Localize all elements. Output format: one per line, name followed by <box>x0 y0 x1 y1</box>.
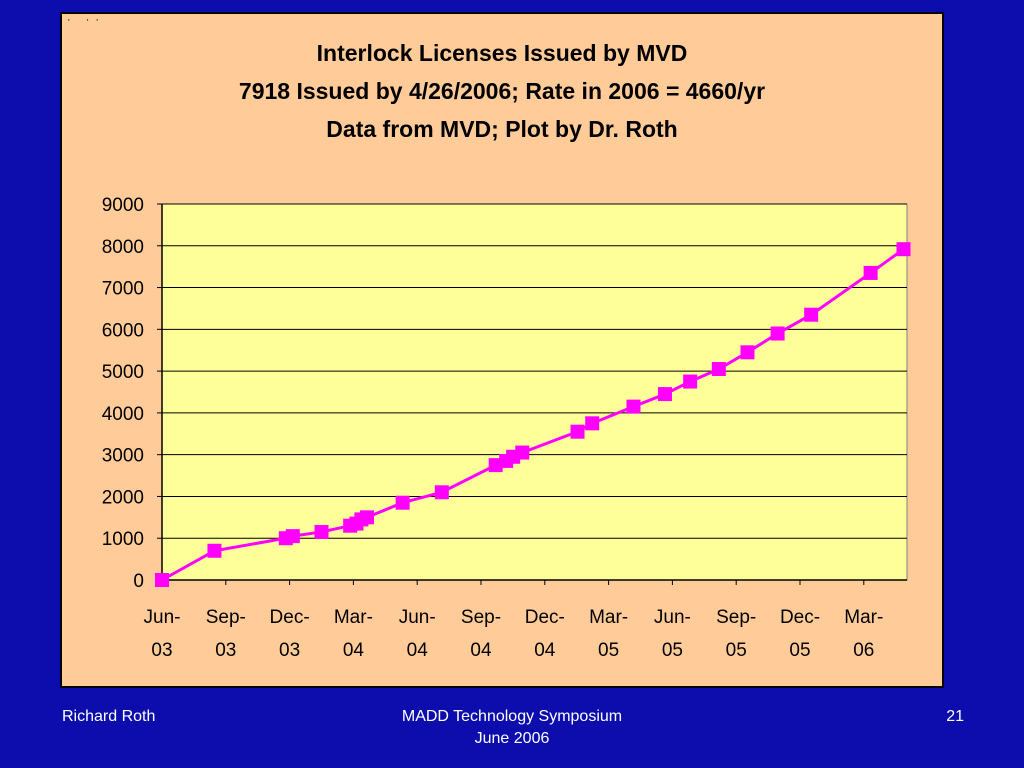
slide-number: 21 <box>946 708 964 725</box>
y-tick-label: 5000 <box>102 362 144 383</box>
y-tick-label: 0 <box>133 571 144 592</box>
data-point <box>314 524 329 539</box>
data-point <box>434 485 449 500</box>
data-point <box>740 345 755 360</box>
x-tick-label-month: Dec- <box>780 607 820 628</box>
data-point <box>683 374 698 389</box>
x-tick-label-year: 04 <box>407 640 429 661</box>
x-tick-label-month: Dec- <box>525 607 565 628</box>
x-tick-label-year: 04 <box>343 640 365 661</box>
data-point <box>285 529 300 544</box>
y-tick-label: 2000 <box>102 487 144 508</box>
x-tick-label-month: Mar- <box>334 607 373 628</box>
data-point <box>570 424 585 439</box>
data-point <box>804 307 819 322</box>
data-point <box>207 543 222 558</box>
y-tick-label: 7000 <box>102 279 144 300</box>
x-tick-label-month: Jun- <box>144 607 181 628</box>
data-point <box>626 399 641 414</box>
footer-event-line-1: MADD Technology Symposium <box>401 708 623 725</box>
x-tick-label-year: 06 <box>853 640 874 661</box>
footer-author: Richard Roth <box>62 708 156 725</box>
x-tick-label-month: Mar- <box>589 607 628 628</box>
y-tick-label: 9000 <box>102 195 144 216</box>
y-tick-label: 3000 <box>102 446 144 467</box>
chart-title-line-3: Data from MVD; Plot by Dr. Roth <box>326 116 678 142</box>
corner-mark: · ·· <box>67 14 106 26</box>
chart-title-line-1: Interlock Licenses Issued by MVD <box>316 40 688 66</box>
x-tick-label-month: Sep- <box>716 607 756 628</box>
footer-event: MADD Technology Symposium June 2006 <box>312 706 712 750</box>
chart-title: Interlock Licenses Issued by MVD 7918 Is… <box>62 34 942 148</box>
footer-event-line-2: June 2006 <box>474 730 550 747</box>
x-tick-label-month: Dec- <box>270 607 310 628</box>
data-point <box>395 495 410 510</box>
data-point <box>863 265 878 280</box>
chart-title-line-2: 7918 Issued by 4/26/2006; Rate in 2006 =… <box>238 78 766 104</box>
x-tick-label-month: Sep- <box>461 607 501 628</box>
y-tick-label: 1000 <box>102 529 144 550</box>
data-point <box>359 510 374 525</box>
y-tick-label: 8000 <box>102 237 144 258</box>
data-point <box>896 242 911 257</box>
data-point <box>657 387 672 402</box>
data-point <box>515 445 530 460</box>
data-point <box>711 362 726 377</box>
data-point <box>155 573 169 587</box>
plot-area <box>161 203 908 581</box>
x-tick-label-year: 04 <box>470 640 492 661</box>
x-tick-label-year: 05 <box>726 640 747 661</box>
x-tick-label-year: 05 <box>662 640 683 661</box>
data-point <box>585 416 600 431</box>
x-tick-label-year: 03 <box>215 640 236 661</box>
x-tick-label-year: 05 <box>598 640 619 661</box>
x-tick-label-month: Jun- <box>399 607 436 628</box>
x-tick-label-year: 05 <box>789 640 810 661</box>
y-tick-label: 6000 <box>102 320 144 341</box>
x-tick-label-month: Sep- <box>206 607 246 628</box>
x-tick-label-year: 04 <box>534 640 556 661</box>
data-point <box>770 326 785 341</box>
y-tick-label: 4000 <box>102 404 144 425</box>
x-tick-label-month: Mar- <box>844 607 883 628</box>
x-tick-label-year: 03 <box>279 640 300 661</box>
x-tick-label-month: Jun- <box>654 607 691 628</box>
x-tick-label-year: 03 <box>151 640 172 661</box>
